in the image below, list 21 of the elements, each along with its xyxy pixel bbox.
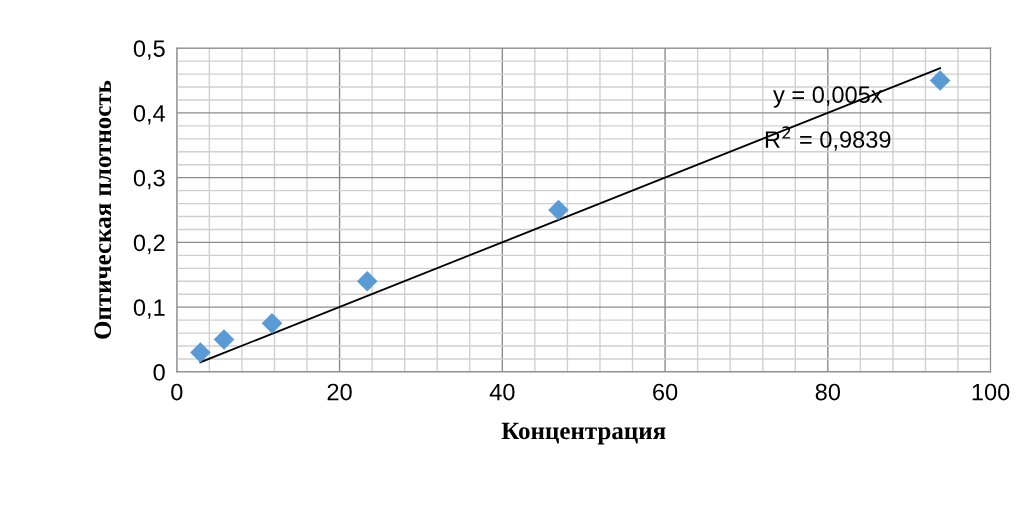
point	[261, 313, 283, 334]
x-axis-title: Концентрация	[501, 422, 666, 445]
annotation: R$^{2}$ = 0,9839	[765, 126, 891, 151]
x-tick-label: 100	[972, 383, 1010, 401]
y-tick-label: 0,1	[133, 299, 165, 319]
x-tick-label: 0	[171, 383, 183, 401]
point	[356, 270, 378, 292]
point	[929, 70, 951, 91]
y-tick-label: 0,5	[133, 40, 165, 60]
y-axis-title: Оптическая плотность	[94, 80, 112, 339]
y-tick-label: 0,4	[133, 104, 166, 125]
point	[190, 342, 211, 363]
y-tick-label: 0,3	[133, 169, 165, 190]
y-tick-label: 0,2	[133, 234, 165, 254]
x-tick-label: 80	[815, 383, 841, 401]
y-tick-label: 0	[153, 363, 165, 381]
x-tick-label: 20	[327, 383, 352, 401]
point	[548, 199, 569, 221]
x-tick-label: 40	[489, 383, 515, 401]
point	[213, 329, 235, 350]
x-tick-label: 60	[653, 383, 678, 401]
